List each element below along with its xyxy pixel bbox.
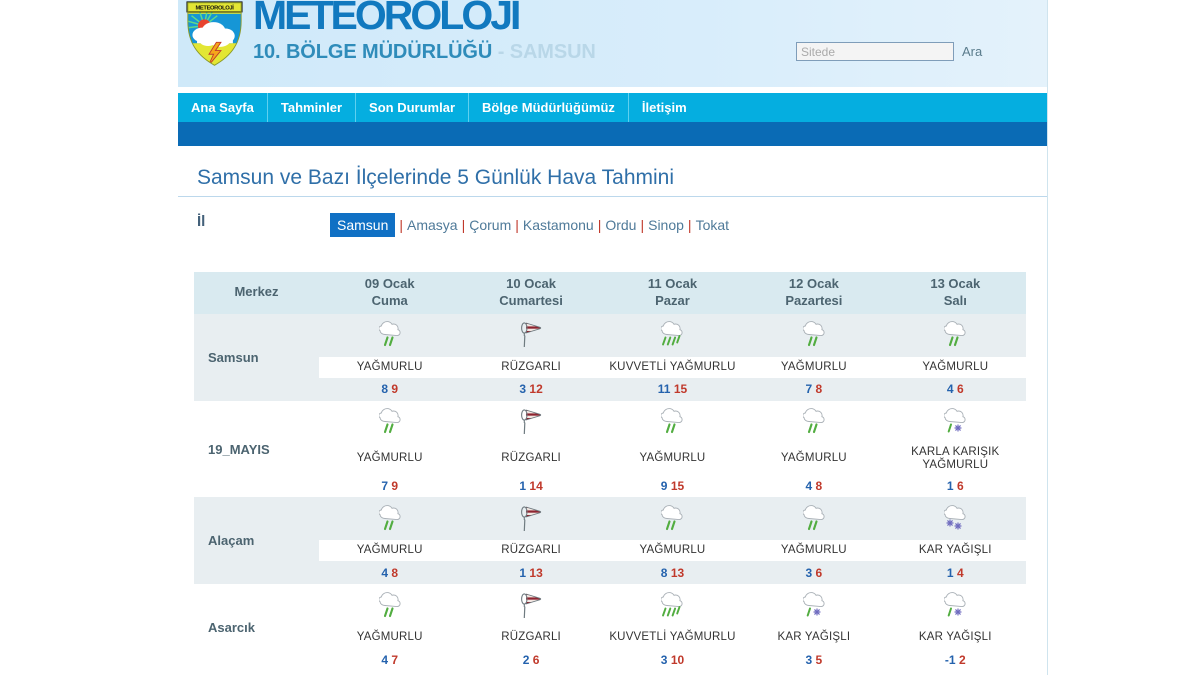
svg-text:METEOROLOJİ: METEOROLOJİ — [195, 4, 234, 11]
